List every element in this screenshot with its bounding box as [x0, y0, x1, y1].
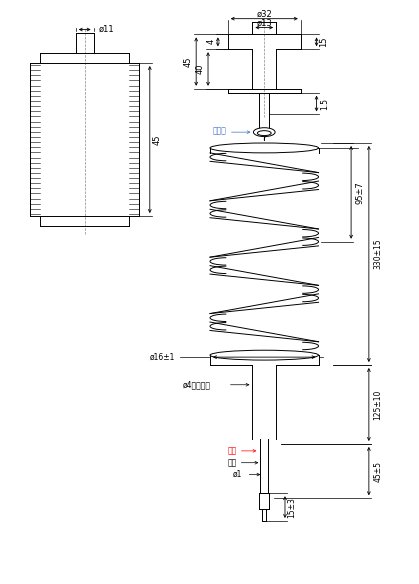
Ellipse shape [210, 143, 318, 153]
Text: ø16±1: ø16±1 [150, 353, 176, 361]
Text: 330±15: 330±15 [373, 239, 382, 269]
Text: 15±3: 15±3 [287, 496, 296, 517]
Ellipse shape [253, 128, 275, 137]
Text: 45: 45 [184, 56, 193, 67]
Text: 125±10: 125±10 [373, 390, 382, 420]
Text: ø1: ø1 [233, 470, 243, 479]
Text: 40: 40 [196, 64, 204, 74]
Ellipse shape [210, 350, 318, 360]
Text: 护线圈: 护线圈 [213, 127, 227, 135]
Text: ø13: ø13 [256, 19, 272, 28]
Text: 黑色: 黑色 [228, 458, 237, 467]
Text: 45±5: 45±5 [373, 461, 382, 482]
Text: 红色: 红色 [228, 446, 237, 456]
Ellipse shape [257, 131, 271, 135]
Text: 4: 4 [207, 39, 215, 44]
Text: ø11: ø11 [98, 25, 114, 34]
Text: 1.5: 1.5 [320, 98, 329, 110]
Text: ø32: ø32 [256, 9, 272, 18]
Text: 15: 15 [319, 37, 328, 47]
Text: 95±7: 95±7 [355, 181, 365, 204]
Text: 45: 45 [152, 134, 161, 145]
Text: ø4（黑色）: ø4（黑色） [183, 380, 211, 390]
